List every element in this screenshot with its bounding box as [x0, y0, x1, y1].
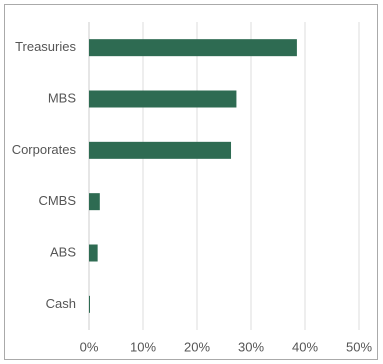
- x-tick-label: 30%: [238, 339, 264, 354]
- chart-frame: [4, 4, 378, 360]
- bar: [89, 39, 297, 57]
- bar: [89, 193, 100, 211]
- x-tick-label: 10%: [130, 339, 156, 354]
- x-tick-label: 20%: [184, 339, 210, 354]
- category-label: Treasuries: [15, 39, 76, 54]
- category-label: Cash: [46, 296, 76, 311]
- bar: [89, 90, 237, 108]
- x-tick-label: 50%: [346, 339, 372, 354]
- category-label: Corporates: [12, 142, 77, 157]
- category-label: MBS: [48, 90, 77, 105]
- category-label: ABS: [50, 244, 76, 259]
- x-tick-label: 40%: [292, 339, 318, 354]
- bar: [89, 244, 98, 262]
- bar: [89, 295, 90, 313]
- x-tick-label: 0%: [80, 339, 99, 354]
- bar: [89, 141, 232, 159]
- category-label: CMBS: [38, 193, 76, 208]
